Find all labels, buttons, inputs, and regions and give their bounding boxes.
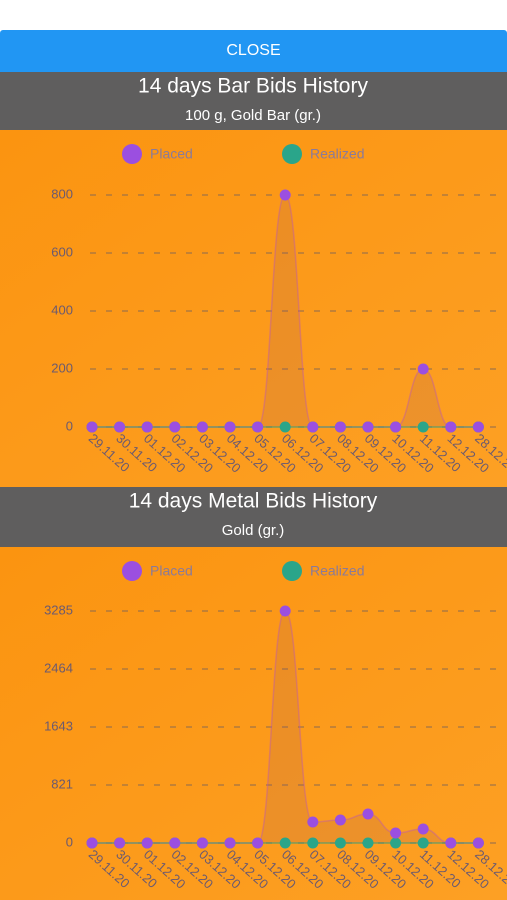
data-point — [114, 421, 126, 433]
data-point — [417, 837, 429, 849]
series-area — [92, 611, 479, 843]
data-point — [114, 837, 126, 849]
y-tick-label: 200 — [51, 360, 73, 375]
data-point — [362, 421, 374, 433]
legend-label: Realized — [310, 146, 364, 162]
data-point — [417, 363, 429, 375]
series-area — [92, 195, 479, 427]
data-point — [141, 421, 153, 433]
data-point — [196, 837, 208, 849]
data-point — [252, 837, 264, 849]
legend-label: Placed — [150, 563, 193, 579]
legend-label: Realized — [310, 563, 364, 579]
chart-title: 14 days Metal Bids History — [129, 490, 378, 513]
chart-title: 14 days Bar Bids History — [138, 75, 368, 98]
data-point — [279, 421, 291, 433]
legend-marker — [122, 561, 142, 581]
y-tick-label: 400 — [51, 302, 73, 317]
data-point — [307, 816, 319, 828]
data-point — [390, 421, 402, 433]
legend-marker — [282, 561, 302, 581]
data-point — [334, 814, 346, 826]
data-point — [279, 605, 291, 617]
data-point — [472, 837, 484, 849]
legend-marker — [282, 144, 302, 164]
chart-subtitle: 100 g, Gold Bar (gr.) — [185, 107, 321, 124]
data-point — [445, 837, 457, 849]
plot-background — [0, 547, 507, 900]
data-point — [390, 827, 402, 839]
data-point — [362, 808, 374, 820]
data-point — [279, 189, 291, 201]
data-point — [417, 823, 429, 835]
legend-marker — [122, 144, 142, 164]
data-point — [334, 837, 346, 849]
data-point — [169, 421, 181, 433]
y-tick-label: 2464 — [44, 660, 73, 675]
header-bar — [0, 72, 507, 130]
charts: 14 days Bar Bids History 100 g, Gold Bar … — [0, 72, 507, 900]
data-point — [417, 421, 429, 433]
data-point — [362, 837, 374, 849]
data-point — [307, 837, 319, 849]
y-tick-label: 3285 — [44, 602, 73, 617]
data-point — [307, 421, 319, 433]
data-point — [86, 837, 98, 849]
data-point — [279, 837, 291, 849]
y-tick-label: 821 — [51, 776, 73, 791]
data-point — [196, 421, 208, 433]
y-tick-label: 800 — [51, 186, 73, 201]
data-point — [472, 421, 484, 433]
data-point — [334, 421, 346, 433]
data-point — [224, 421, 236, 433]
data-point — [86, 421, 98, 433]
close-button[interactable]: CLOSE — [0, 30, 507, 72]
y-tick-label: 1643 — [44, 718, 73, 733]
chart-area: 14 days Bar Bids History 100 g, Gold Bar … — [0, 72, 507, 900]
data-point — [169, 837, 181, 849]
y-tick-label: 600 — [51, 244, 73, 259]
data-point — [252, 421, 264, 433]
y-tick-label: 0 — [66, 418, 73, 433]
y-tick-label: 0 — [66, 834, 73, 849]
data-point — [224, 837, 236, 849]
data-point — [141, 837, 153, 849]
legend-label: Placed — [150, 146, 193, 162]
data-point — [445, 421, 457, 433]
chart-subtitle: Gold (gr.) — [222, 522, 285, 539]
data-point — [390, 837, 402, 849]
header-bar — [0, 487, 507, 547]
